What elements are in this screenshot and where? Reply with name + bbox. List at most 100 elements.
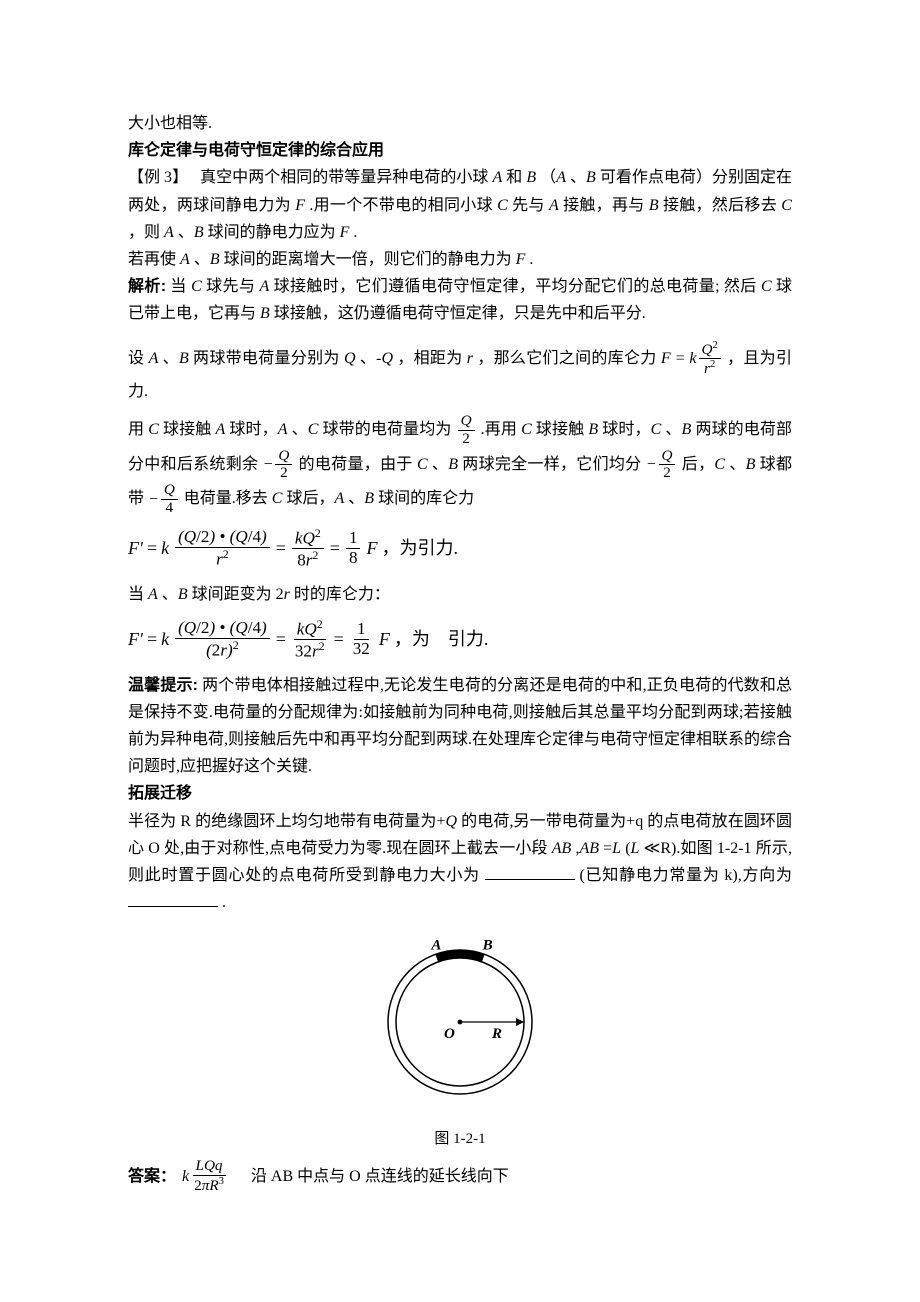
analysis: 解析: 当 C 球先与 A 球接触时，它们遵循电荷守恒定律，平均分配它们的总电荷… [128,273,792,327]
t: .用一个不带电的相同小球 [309,197,497,214]
v-C: C [651,421,662,438]
v-Q: Q [381,349,393,366]
eq-sign: = [147,533,157,564]
figure-caption: 图 1-2-1 [128,1127,792,1153]
section1-title: 库仑定律与电荷守恒定律的综合应用 [128,137,792,164]
t: 球间距变为 2 [192,586,284,603]
v-A: A [164,224,174,241]
v-A: A [556,169,566,186]
v-C: C [272,490,283,507]
svg-text:A: A [430,938,441,954]
t: 、- [360,349,382,366]
t: 、 [729,456,745,473]
v-Q: Q [446,813,458,830]
t: 时的库仑力： [294,586,390,603]
frac2b: kQ2 32r2 [292,618,328,662]
formula-F-kQ2r2: F = k Q2r2 [661,340,723,379]
t: 当 [170,278,191,295]
t: 球间的静电力应为 [208,224,340,241]
t: 设 [128,349,149,366]
t: 、 [292,421,308,438]
blank-1 [485,863,575,880]
t: ，那么它们之间的库仑力 [477,349,661,366]
v-F: F [379,624,390,655]
v-B: B [178,586,188,603]
v-C: C [497,197,508,214]
v-B: B [260,305,270,322]
t: 的电荷量，由于 [299,456,417,473]
t: .再用 [481,421,521,438]
v-B: B [526,169,536,186]
v-C: C [191,278,202,295]
v-Fp: F′ [128,624,143,655]
section2-title: 拓展迁移 [128,780,792,807]
frac-Q2: Q2 [456,413,477,447]
eq-sign: = [276,533,286,564]
blank-2 [128,890,218,907]
t: 球接触 [536,421,588,438]
v-A: A [492,169,502,186]
t: ，相距为 [397,349,466,366]
frac-negQ2: −Q2 [263,448,295,482]
v-B: B [586,169,596,186]
ex3-label: 【例 3】 [128,169,196,186]
v-A: A [278,421,288,438]
frac1b: (Q/2) • (Q/4) (2r)2 [175,619,270,660]
eq-sign: = [334,624,344,655]
t: = [603,840,612,857]
frac-negQ2b: −Q2 [646,448,678,482]
example3: 【例 3】 真空中两个相同的带等量异种电荷的小球 A 和 B （A 、B 可看作… [128,164,792,246]
t: 接触，然后移去 [663,197,781,214]
v-L: L [612,840,621,857]
page-root: 大小也相等. 库仑定律与电荷守恒定律的综合应用 【例 3】 真空中两个相同的带等… [0,0,920,1255]
v-A: A [149,349,159,366]
equation-1: F′ = k (Q/2) • (Q/4) r2 = kQ2 8r2 = 1 8 … [128,527,792,571]
t: 、 [432,456,448,473]
t: 球后， [286,490,334,507]
v-C: C [417,456,428,473]
v-C: C [148,421,159,438]
intro-tail: 大小也相等. [128,110,792,137]
t: 球接触时，它们遵循电荷守恒定律，平均分配它们的总电荷量; 然后 [274,278,761,295]
t: 后， [682,456,715,473]
t: 两球带电荷量分别为 [193,349,344,366]
v-B: B [746,456,756,473]
t: 球接触，这仍遵循电荷守恒定律，只是先中和后平分. [274,305,646,322]
t: 球接触 [163,421,215,438]
v-Fp: F′ [128,533,143,564]
v-AB: AB [552,840,572,857]
v-C: C [761,278,772,295]
t: 、 [665,421,681,438]
t: 球先与 [206,278,259,295]
t: . [529,251,533,268]
analysis-label: 解析: [128,278,166,295]
v-A: A [148,586,158,603]
answer-label: 答案： [128,1163,176,1190]
v-C: C [714,456,725,473]
t: 、 [178,224,194,241]
p2: 设 A 、B 两球带电荷量分别为 Q 、-Q ，相距为 r ，那么它们之间的库仑… [128,340,792,406]
v-B: B [364,490,374,507]
svg-text:O: O [444,1026,455,1042]
v-F: F [366,533,377,564]
v-A: A [549,197,559,214]
p4: 当 A 、B 球间距变为 2r 时的库仑力： [128,581,792,608]
v-r: r [284,586,290,603]
v-C: C [781,197,792,214]
v-F: F [340,224,350,241]
t: 球间的距离增大一倍，则它们的静电力为 [224,251,516,268]
t: 、 [163,349,179,366]
answer-text: 沿 AB 中点与 O 点连线的延长线向下 [235,1163,509,1190]
v-k: k [161,624,169,655]
t: 电荷量.移去 [184,490,272,507]
frac-negQ4: −Q4 [148,482,180,516]
v-A: A [215,421,225,438]
p3: 用 C 球接触 A 球时，A 、C 球带的电荷量均为 Q2 .再用 C 球接触 … [128,413,792,516]
frac2: kQ2 8r2 [292,527,324,571]
eq2-tail: ，为 引力. [394,624,489,655]
eq1-tail: ，为引力. [381,533,458,564]
t: . [353,224,357,241]
v-A: A [180,251,190,268]
tip-text: 两个带电体相接触过程中,无论发生电荷的分离还是电荷的中和,正负电荷的代数和总是保… [128,677,792,776]
t: 球时， [229,421,277,438]
